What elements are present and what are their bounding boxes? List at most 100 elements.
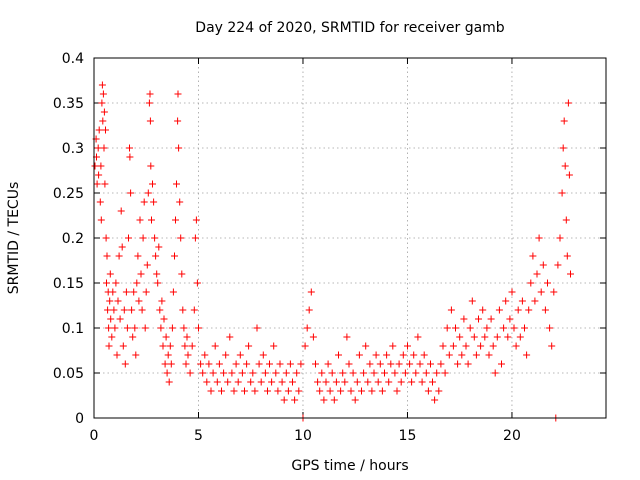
data-point — [349, 369, 357, 377]
data-point — [142, 288, 150, 296]
data-point — [112, 279, 120, 287]
data-point — [326, 387, 334, 395]
data-point — [182, 360, 190, 368]
data-point — [195, 324, 202, 332]
data-point — [470, 333, 478, 341]
data-point — [414, 333, 422, 341]
data-point — [355, 351, 363, 359]
data-point — [481, 333, 489, 341]
plot-frame — [93, 57, 607, 419]
data-point — [498, 360, 505, 368]
data-point — [477, 342, 485, 350]
data-point — [181, 342, 189, 350]
data-point — [374, 378, 382, 386]
data-point — [101, 180, 109, 188]
data-point — [122, 288, 130, 296]
data-point — [165, 378, 173, 386]
data-point — [241, 387, 248, 395]
data-point — [468, 297, 476, 305]
data-point — [104, 306, 112, 314]
chart-title: Day 224 of 2020, SRMTID for receiver gam… — [195, 20, 505, 36]
data-point — [303, 324, 311, 332]
data-point — [174, 117, 182, 125]
y-tick-label: 0.2 — [62, 231, 84, 247]
data-point — [172, 216, 179, 224]
data-point — [138, 306, 146, 314]
data-point — [97, 216, 105, 224]
data-point — [193, 279, 201, 287]
data-point — [472, 351, 480, 359]
data-point — [280, 396, 288, 404]
data-point — [126, 144, 133, 152]
data-point — [565, 171, 573, 179]
data-point — [238, 369, 246, 377]
data-point — [560, 117, 568, 125]
data-point — [393, 387, 401, 395]
data-point — [370, 369, 378, 377]
data-point — [211, 342, 219, 350]
data-point — [462, 342, 470, 350]
data-point — [268, 378, 276, 386]
data-point — [554, 261, 562, 269]
data-point — [270, 342, 278, 350]
data-point — [276, 360, 284, 368]
data-point — [420, 351, 428, 359]
data-point — [114, 297, 122, 305]
y-tick-label: 0.4 — [62, 51, 84, 67]
data-point — [493, 333, 501, 341]
data-point — [523, 351, 531, 359]
data-point — [97, 162, 105, 170]
data-point — [123, 324, 131, 332]
data-point — [116, 315, 124, 323]
data-point — [335, 351, 342, 359]
data-point — [343, 333, 351, 341]
data-point — [155, 243, 163, 251]
data-point — [161, 360, 169, 368]
data-point — [312, 360, 319, 368]
data-point — [412, 369, 420, 377]
x-tick-label: 15 — [399, 428, 417, 444]
data-point — [266, 360, 273, 368]
data-point — [143, 261, 151, 269]
data-point — [179, 306, 187, 314]
data-point — [510, 324, 518, 332]
tick-layer: 0 0.05 0.1 0.15 0.2 0.25 0.3 0.35 0.4 0 5 10 15 20 — [53, 51, 606, 444]
data-point — [162, 333, 170, 341]
data-point — [562, 216, 570, 224]
data-point — [541, 306, 549, 314]
data-point — [95, 126, 103, 134]
data-point — [100, 108, 108, 116]
data-point — [316, 387, 324, 395]
data-point — [567, 270, 574, 278]
data-point — [99, 90, 107, 98]
data-point — [314, 378, 322, 386]
data-point — [324, 360, 332, 368]
data-point — [383, 351, 391, 359]
data-point — [186, 369, 194, 377]
data-point — [129, 333, 137, 341]
data-point — [295, 387, 303, 395]
data-point — [91, 162, 99, 170]
data-point — [464, 360, 472, 368]
data-point — [93, 180, 101, 188]
data-point — [502, 297, 510, 305]
y-tick-label: 0.15 — [53, 276, 84, 292]
data-point — [456, 333, 464, 341]
data-point — [226, 333, 234, 341]
data-point — [224, 378, 232, 386]
data-point — [539, 261, 547, 269]
data-point — [389, 342, 397, 350]
data-point — [253, 324, 261, 332]
data-point — [191, 234, 199, 242]
data-point — [387, 360, 395, 368]
data-point — [130, 288, 138, 296]
data-point — [466, 324, 474, 332]
data-point — [134, 252, 142, 260]
data-point — [309, 333, 317, 341]
data-point — [166, 342, 174, 350]
data-point — [445, 351, 453, 359]
data-point — [458, 351, 466, 359]
data-point — [152, 252, 160, 260]
data-point — [320, 396, 328, 404]
data-point — [550, 288, 558, 296]
